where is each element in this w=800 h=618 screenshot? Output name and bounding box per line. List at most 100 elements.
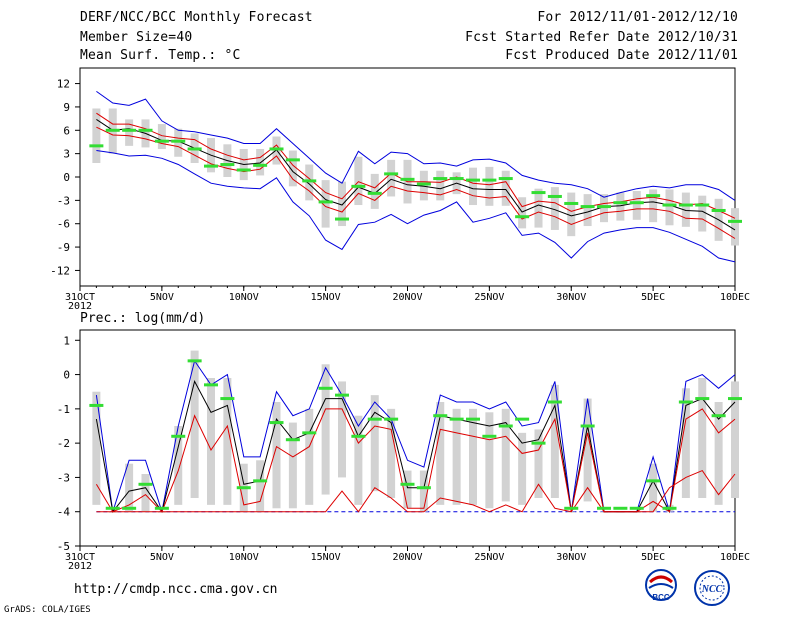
- prec-observed-marker: [416, 486, 431, 490]
- prec-spread-box: [125, 463, 134, 512]
- produced-date-label: Fcst Produced Date 2012/11/01: [505, 48, 738, 63]
- prec-spread-box: [550, 384, 559, 498]
- temp-observed-marker: [171, 139, 186, 143]
- temp-y-tick-label: 0: [63, 171, 70, 184]
- temp-x-tick-label: 20NOV: [392, 292, 422, 303]
- temp-observed-marker: [269, 147, 284, 151]
- prec-observed-marker: [269, 421, 284, 425]
- temp-observed-marker: [105, 128, 120, 132]
- source-url[interactable]: http://cmdp.ncc.cma.gov.cn: [74, 582, 278, 597]
- temp-spread-box: [681, 192, 690, 227]
- prec-y-tick-label: -4: [57, 506, 71, 519]
- temp-observed-marker: [400, 177, 415, 181]
- prec-spread-box: [583, 398, 592, 502]
- temp-spread-box: [534, 188, 543, 228]
- prec-observed-marker: [482, 434, 497, 438]
- prec-spread-box: [272, 402, 281, 509]
- temp-observed-marker: [482, 178, 497, 182]
- temp-observed-marker: [695, 203, 710, 207]
- prec-spread-box: [207, 378, 215, 505]
- prec-spread-box: [354, 415, 363, 505]
- temp-spread-box: [518, 197, 527, 229]
- prec-spread-box: [534, 429, 543, 498]
- temp-y-tick-label: 3: [63, 148, 70, 161]
- prec-spread-box: [436, 402, 445, 505]
- prec-x-tick-label: 31OCT: [65, 552, 95, 563]
- prec-y-tick-label: 0: [63, 369, 70, 382]
- temp-observed-marker: [728, 219, 742, 223]
- temp-observed-marker: [449, 177, 464, 181]
- temp-observed-marker: [629, 201, 644, 205]
- prec-panel-title: Prec.: log(mm/d): [80, 311, 205, 326]
- temp-observed-marker: [597, 205, 611, 209]
- chart-title: DERF/NCC/BCC Monthly Forecast: [80, 10, 313, 25]
- prec-observed-marker: [580, 424, 595, 428]
- prec-series-ensemble-lower: [96, 469, 736, 513]
- temp-spread-box: [550, 187, 559, 230]
- prec-observed-marker: [285, 438, 300, 442]
- temp-observed-marker: [236, 168, 251, 172]
- prec-observed-marker: [433, 414, 448, 418]
- temp-spread-box: [698, 195, 707, 232]
- temp-observed-marker: [646, 194, 661, 198]
- prec-observed-marker: [400, 482, 415, 486]
- temp-observed-marker: [498, 177, 513, 181]
- temp-spread-box: [288, 150, 297, 187]
- prec-y-tick-label: -5: [57, 540, 70, 553]
- prec-observed-marker: [564, 506, 579, 510]
- prec-observed-marker: [367, 417, 382, 421]
- temp-spread-box: [649, 189, 658, 223]
- bcc-logo-text: BCC: [652, 593, 670, 602]
- temp-x-tick-label: 15NOV: [311, 292, 341, 303]
- prec-spread-box: [370, 395, 379, 492]
- prec-observed-marker: [646, 479, 661, 483]
- prec-spread-box: [452, 408, 461, 505]
- prec-spread-box: [305, 408, 314, 505]
- prec-spread-box: [600, 511, 608, 513]
- temp-spread-box: [387, 159, 396, 197]
- temp-spread-box: [632, 191, 641, 220]
- prec-spread-box: [501, 408, 510, 502]
- temp-observed-marker: [580, 205, 595, 209]
- temp-spread-box: [436, 170, 445, 201]
- temp-y-tick-label: -3: [57, 194, 70, 207]
- temp-observed-marker: [351, 184, 366, 188]
- prec-spread-box: [321, 364, 330, 495]
- prec-x-tick-label: 5NOV: [150, 552, 174, 563]
- prec-y-tick-label: -3: [57, 471, 70, 484]
- temp-spread-box: [469, 167, 477, 206]
- temp-observed-marker: [122, 128, 137, 132]
- prec-spread-box: [649, 463, 658, 512]
- temp-spread-box: [92, 108, 101, 163]
- temp-observed-marker: [138, 128, 153, 132]
- prec-spread-box: [403, 470, 412, 509]
- temp-spread-box: [567, 192, 576, 237]
- prec-observed-marker: [695, 397, 710, 401]
- prec-observed-marker: [629, 506, 644, 510]
- temp-y-tick-label: 12: [57, 78, 70, 91]
- temp-spread-box: [370, 173, 379, 209]
- prec-spread-box: [92, 391, 101, 505]
- prec-spread-box: [681, 388, 690, 498]
- temp-observed-marker: [433, 177, 448, 181]
- temp-observed-marker: [302, 179, 317, 183]
- temp-spread-box: [501, 170, 510, 206]
- prec-spread-box: [223, 378, 232, 505]
- temp-observed-marker: [531, 191, 546, 195]
- prec-x-tick-label: 30NOV: [556, 552, 586, 563]
- temp-spread-box: [157, 124, 166, 149]
- prec-observed-marker: [302, 431, 317, 435]
- prec-y-tick-label: -1: [57, 403, 70, 416]
- member-size-label: Member Size=40: [80, 30, 193, 45]
- bcc-logo-icon: BCC: [645, 569, 677, 602]
- prec-spread-box: [141, 474, 150, 512]
- prec-observed-marker: [384, 417, 399, 421]
- temp-x-year-label: 2012: [68, 301, 92, 312]
- temp-observed-marker: [367, 191, 382, 195]
- prec-observed-marker: [154, 506, 169, 510]
- prec-spread-box: [338, 381, 346, 478]
- temp-x-tick-label: 5DEC: [641, 292, 665, 303]
- prec-observed-marker: [220, 397, 235, 401]
- prec-spread-box: [190, 350, 199, 498]
